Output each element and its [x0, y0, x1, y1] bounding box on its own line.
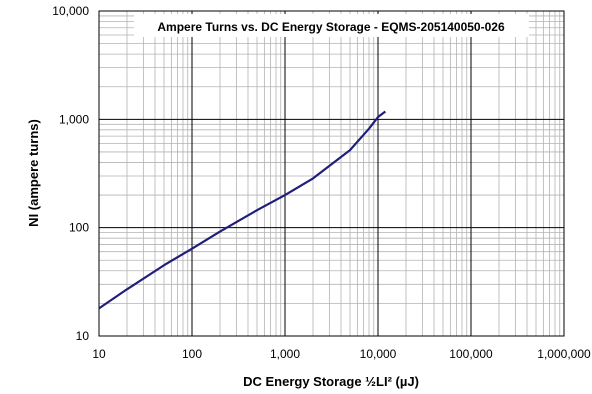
x-tick-label: 1,000,000: [537, 347, 591, 361]
y-axis-title: NI (ampere turns): [26, 119, 41, 227]
y-tick-label: 1,000: [59, 112, 89, 126]
series-line: [98, 110, 387, 310]
x-tick-label: 10: [92, 347, 106, 361]
x-axis-title: DC Energy Storage ½LI² (µJ): [243, 374, 419, 389]
series-group: [98, 110, 387, 310]
x-tick-label: 100,000: [449, 347, 493, 361]
x-tick-label: 1,000: [270, 347, 300, 361]
chart-title-box: [134, 14, 529, 37]
y-tick-label: 10,000: [52, 4, 89, 18]
y-tick-label: 10: [76, 329, 90, 343]
x-tick-label: 100: [182, 347, 202, 361]
x-axis-ticks: 10 100 1,000 10,000 100,000 1,000,000: [92, 347, 591, 361]
y-axis-ticks: 10 100 1,000 10,000: [52, 4, 89, 343]
plot-area: [98, 10, 565, 337]
chart-title: Ampere Turns vs. DC Energy Storage - EQM…: [157, 20, 505, 34]
y-tick-label: 100: [69, 221, 89, 235]
grid-major: [98, 10, 565, 337]
x-tick-label: 10,000: [360, 347, 397, 361]
